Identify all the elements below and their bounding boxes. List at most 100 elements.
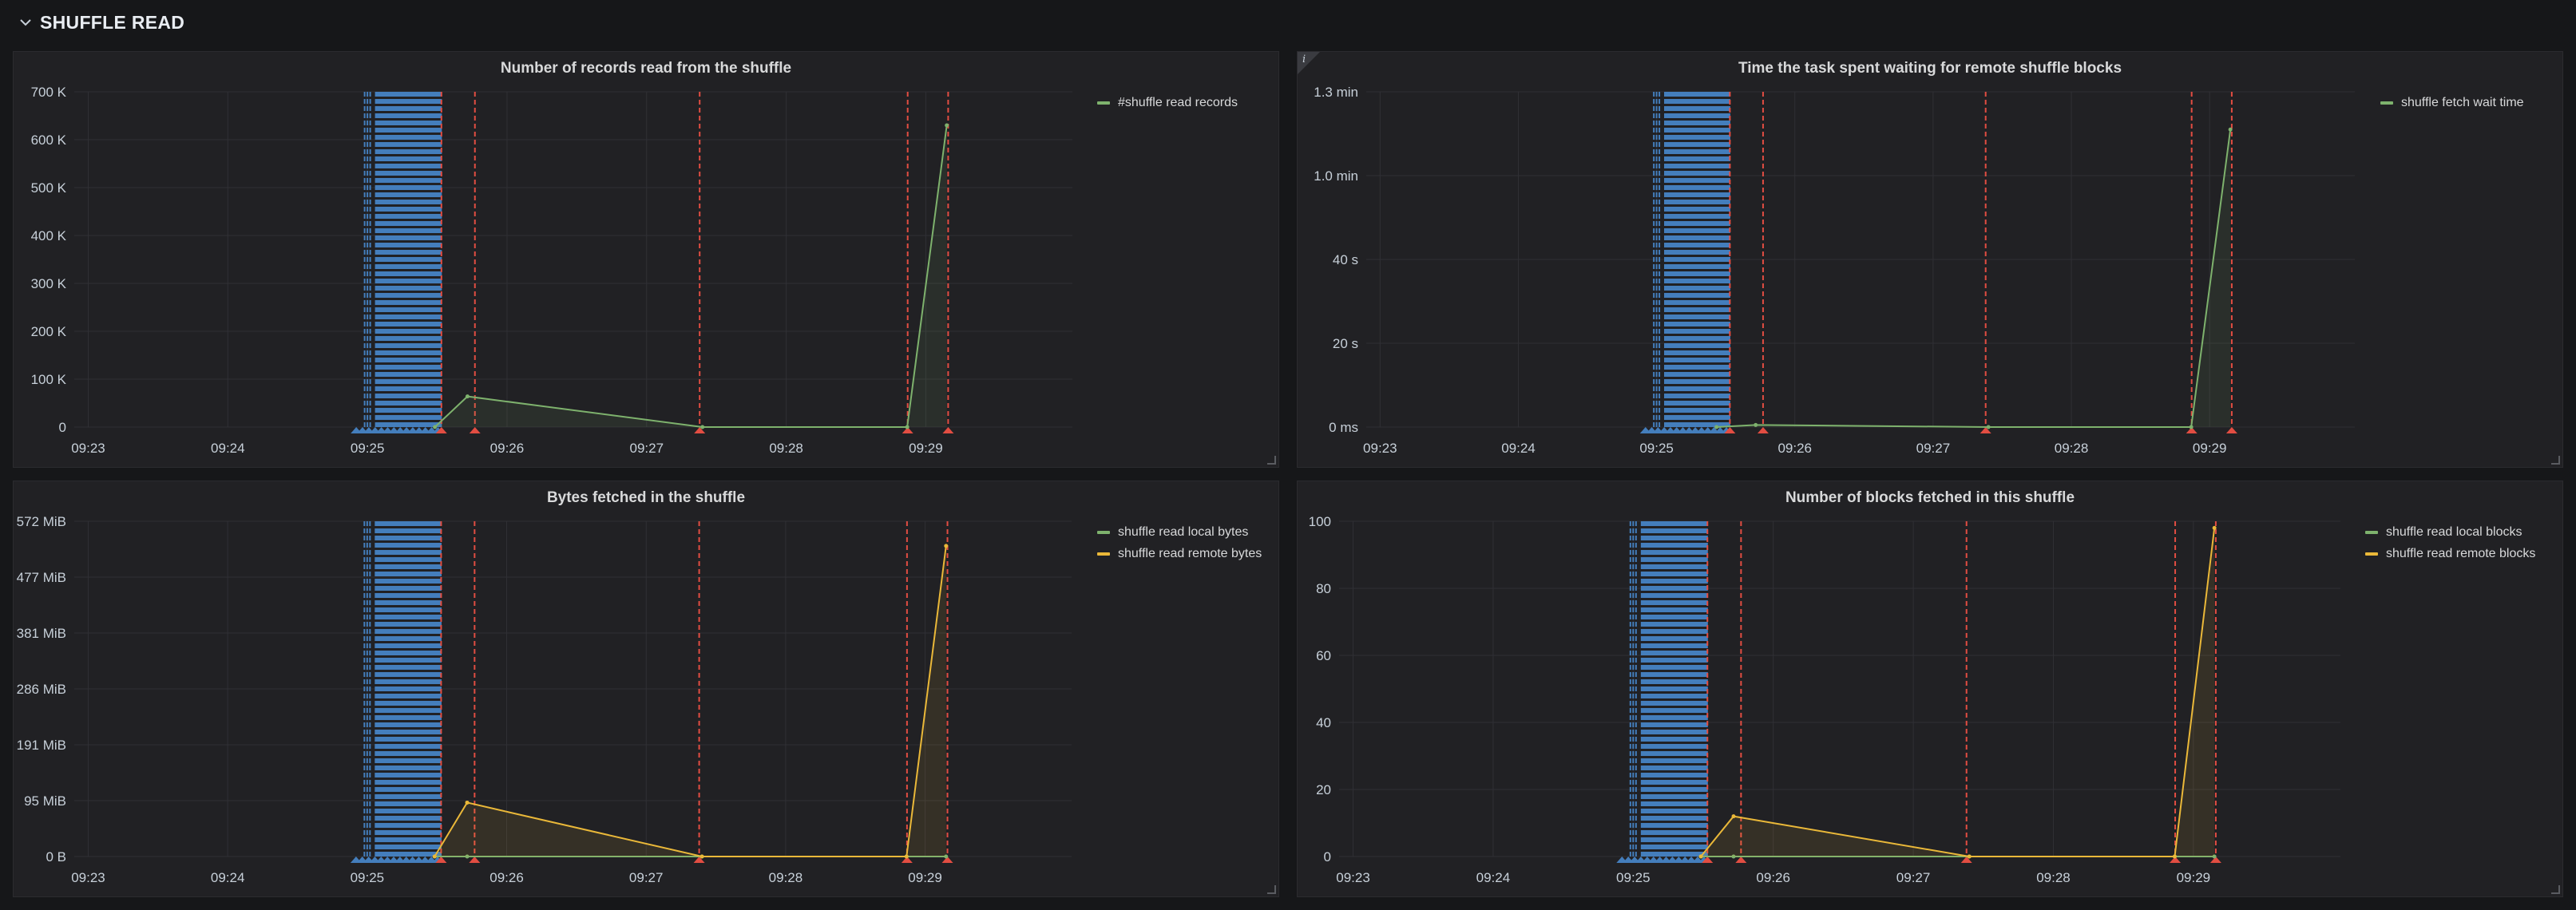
row-title: SHUFFLE READ <box>40 11 185 33</box>
data-point <box>465 800 470 805</box>
data-point <box>1714 425 1719 429</box>
legend-swatch <box>1097 530 1110 534</box>
data-point <box>465 854 470 859</box>
y-tick-label: 60 <box>1316 648 1331 663</box>
y-tick-label: 0 <box>1324 849 1331 864</box>
chevron-down-icon[interactable] <box>18 14 34 30</box>
data-point <box>2228 127 2233 132</box>
resize-handle-icon[interactable] <box>1267 885 1276 894</box>
panel-title[interactable]: Time the task spent waiting for remote s… <box>1738 60 2122 77</box>
legend-swatch <box>2365 530 2378 534</box>
data-point <box>1731 854 1736 859</box>
series-line <box>1716 129 2232 428</box>
x-tick-label: 09:23 <box>71 870 105 885</box>
x-tick-label: 09:28 <box>2055 441 2089 456</box>
annotation-marker <box>469 857 481 863</box>
data-point <box>2212 854 2217 859</box>
data-point <box>2189 425 2194 429</box>
legend-label[interactable]: shuffle read remote blocks <box>2386 546 2536 560</box>
annotation-marker <box>941 857 953 863</box>
resize-handle-icon[interactable] <box>2551 885 2560 894</box>
y-tick-label: 40 <box>1316 715 1331 730</box>
y-tick-label: 700 K <box>31 85 67 100</box>
legend-label[interactable]: shuffle read local blocks <box>2386 524 2522 539</box>
data-point <box>1967 854 1972 859</box>
series-line <box>1700 528 2216 857</box>
x-tick-label: 09:24 <box>211 870 245 885</box>
y-tick-label: 95 MiB <box>24 793 66 809</box>
legend-item[interactable]: shuffle read remote bytes <box>1097 543 1262 564</box>
annotation-marker <box>1702 857 1714 863</box>
x-tick-label: 09:29 <box>908 870 942 885</box>
y-tick-label: 1.0 min <box>1314 168 1358 184</box>
legend-item[interactable]: shuffle read remote blocks <box>2365 543 2535 564</box>
panel-shuffle-records[interactable]: Number of records read from the shuffle … <box>13 51 1279 468</box>
x-tick-label: 09:25 <box>1616 870 1651 885</box>
legend-item[interactable]: #shuffle read records <box>1097 92 1238 113</box>
y-tick-label: 20 <box>1316 782 1331 797</box>
data-point <box>1731 814 1736 819</box>
annotation-marker <box>2186 427 2198 433</box>
annotation-marker <box>1960 857 1972 863</box>
resize-handle-icon[interactable] <box>1267 456 1276 465</box>
data-point <box>1986 425 1991 429</box>
x-tick-label: 09:27 <box>1896 870 1931 885</box>
annotation-marker <box>694 427 706 433</box>
panel-title[interactable]: Bytes fetched in the shuffle <box>546 489 746 506</box>
y-tick-label: 1.3 min <box>1314 85 1358 100</box>
y-tick-label: 286 MiB <box>17 682 66 697</box>
legend: shuffle read local blocks shuffle read re… <box>2365 521 2535 564</box>
annotation-marker <box>435 857 447 863</box>
data-point <box>432 854 437 859</box>
info-corner[interactable] <box>1298 52 1320 74</box>
data-point <box>700 425 705 429</box>
data-point <box>2172 854 2177 859</box>
y-tick-label: 300 K <box>31 276 67 291</box>
annotation-marker <box>942 427 954 433</box>
legend-item[interactable]: shuffle read local blocks <box>2365 521 2535 543</box>
panel-title[interactable]: Number of records read from the shuffle <box>500 60 792 77</box>
x-tick-label: 09:28 <box>769 441 803 456</box>
y-tick-label: 200 K <box>31 324 67 339</box>
blocks-chart: 0 20 40 60 80 100 09:23 09:24 09:25 09:26 09:27 09:… <box>1309 514 2340 885</box>
panel-bytes-fetched[interactable]: Bytes fetched in the shuffle 0 B 95 MiB 19… <box>13 481 1279 897</box>
data-point <box>1754 422 1758 427</box>
resize-handle-icon[interactable] <box>2551 456 2560 465</box>
y-tick-label: 0 ms <box>1329 420 1358 435</box>
y-tick-label: 100 K <box>31 372 67 387</box>
y-tick-label: 400 K <box>31 228 67 243</box>
annotation-marker <box>1735 857 1747 863</box>
x-tick-label: 09:25 <box>351 870 385 885</box>
x-tick-label: 09:26 <box>1777 441 1812 456</box>
row-header[interactable]: SHUFFLE READ <box>0 0 2576 45</box>
x-tick-label: 09:26 <box>490 441 525 456</box>
legend-label[interactable]: shuffle read remote bytes <box>1118 546 1262 560</box>
legend-item[interactable]: shuffle fetch wait time <box>2380 92 2524 113</box>
annotation-marker <box>435 427 447 433</box>
x-tick-label: 09:24 <box>1476 870 1511 885</box>
data-point <box>944 854 949 859</box>
info-icon[interactable]: i <box>1302 53 1306 65</box>
y-tick-label: 500 K <box>31 180 67 196</box>
y-tick-label: 20 s <box>1333 336 1358 351</box>
legend-label[interactable]: #shuffle read records <box>1118 95 1238 109</box>
annotation-marker <box>693 857 705 863</box>
x-tick-label: 09:29 <box>909 441 943 456</box>
series-area <box>434 545 946 857</box>
series-area <box>1701 528 2215 857</box>
legend-label[interactable]: shuffle fetch wait time <box>2401 95 2524 109</box>
data-point <box>465 394 470 399</box>
legend-item[interactable]: shuffle read local bytes <box>1097 521 1262 543</box>
legend-swatch <box>1097 101 1110 105</box>
x-tick-label: 09:29 <box>2193 441 2227 456</box>
data-point <box>945 123 949 128</box>
panel-title[interactable]: Number of blocks fetched in this shuffle <box>1785 489 2075 506</box>
panel-blocks-fetched[interactable]: Number of blocks fetched in this shuffle… <box>1297 481 2563 897</box>
legend-label[interactable]: shuffle read local bytes <box>1118 524 1249 539</box>
x-tick-label: 09:24 <box>211 441 245 456</box>
legend: shuffle read local bytes shuffle read rem… <box>1097 521 1262 564</box>
panel-fetch-wait-time[interactable]: i Time the task spent waiting for remote… <box>1297 51 2563 468</box>
annotation-marker <box>2170 857 2182 863</box>
y-tick-label: 191 MiB <box>17 738 66 753</box>
x-tick-label: 09:26 <box>489 870 524 885</box>
